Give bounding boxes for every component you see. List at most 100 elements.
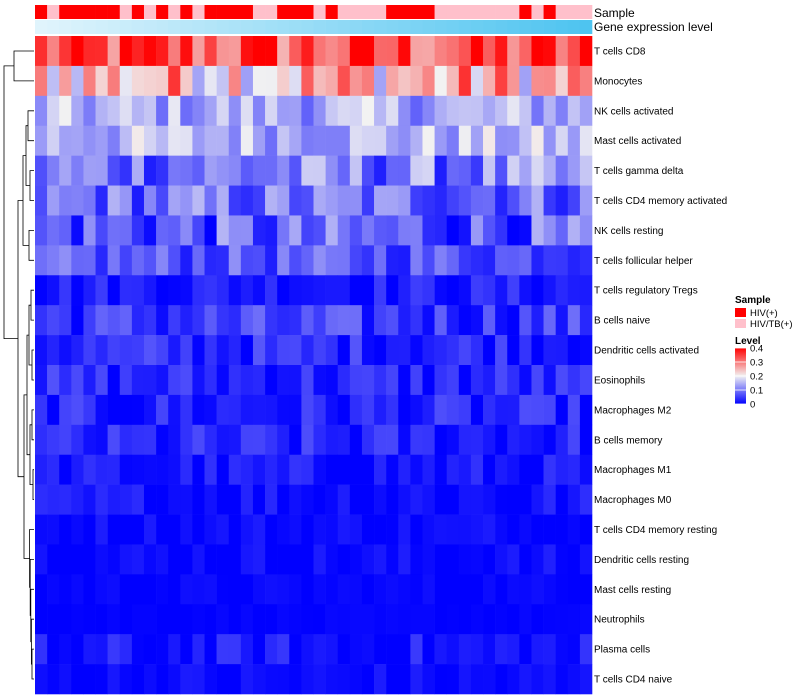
heatmap-cell	[361, 544, 375, 575]
heatmap-cell	[386, 155, 399, 186]
sample-track-cell	[143, 5, 157, 19]
heatmap-cell	[59, 275, 72, 306]
heatmap-cell	[325, 155, 339, 186]
heatmap-cell	[386, 65, 399, 97]
heatmap-cell	[156, 95, 169, 127]
heatmap-cell	[180, 215, 193, 246]
heatmap-cell	[289, 454, 302, 485]
heatmap-cell	[204, 664, 217, 695]
sample-track-cell	[228, 5, 242, 19]
heatmap-cell	[470, 185, 484, 216]
dendrogram-branch	[28, 304, 32, 366]
heatmap-cell	[119, 185, 133, 216]
heatmap-cell	[361, 95, 375, 127]
heatmap-cell	[131, 335, 145, 366]
level-legend: Level 0.4 0.3 0.2 0.1 0	[735, 336, 763, 411]
heatmap-cell	[519, 155, 532, 186]
heatmap-cell	[252, 454, 266, 485]
heatmap-cell	[143, 604, 157, 635]
heatmap-cell	[168, 125, 181, 156]
heatmap-cell	[434, 664, 447, 695]
heatmap-cell	[119, 664, 133, 695]
heatmap-cell	[216, 245, 230, 276]
heatmap-cell	[555, 664, 569, 695]
heatmap-cell	[374, 394, 387, 426]
heatmap-cell	[228, 36, 242, 67]
heatmap-cell	[337, 365, 351, 396]
expression-track-cell	[59, 20, 72, 34]
heatmap-cell	[470, 155, 484, 186]
heatmap-cell	[446, 245, 460, 276]
heatmap-cell	[398, 394, 411, 426]
heatmap-cell	[192, 365, 205, 396]
heatmap-cell	[156, 305, 169, 336]
heatmap-cell	[47, 125, 60, 156]
dendrogram-branch	[28, 230, 34, 261]
heatmap-cell	[289, 36, 302, 67]
heatmap-cell	[567, 275, 581, 306]
heatmap-cell	[71, 185, 84, 216]
heatmap-cell	[180, 95, 193, 127]
heatmap-cell	[156, 484, 169, 515]
heatmap-cell	[180, 664, 193, 695]
heatmap-cell	[131, 664, 145, 695]
heatmap-cell	[349, 95, 363, 127]
heatmap-cell	[143, 185, 157, 216]
expression-track-cell	[83, 20, 96, 34]
heatmap-cell	[204, 155, 217, 186]
heatmap-cell	[277, 215, 290, 246]
heatmap-cell	[337, 484, 351, 515]
heatmap-cell	[265, 394, 278, 426]
heatmap-cell	[555, 215, 569, 246]
heatmap-cell	[47, 394, 60, 426]
heatmap-cell	[131, 155, 145, 186]
heatmap-cell	[313, 514, 326, 545]
heatmap-cell	[349, 125, 363, 156]
heatmap-cell	[543, 424, 556, 456]
heatmap-cell	[313, 394, 326, 426]
heatmap-cell	[507, 65, 520, 97]
heatmap-cell	[252, 185, 266, 216]
heatmap-cell	[519, 544, 532, 575]
heatmap-cell	[410, 245, 423, 276]
heatmap-cell	[495, 544, 508, 575]
dendrogram-branch	[32, 469, 34, 500]
heatmap-cell	[325, 664, 339, 695]
heatmap-cell	[470, 454, 484, 485]
heatmap-cell	[95, 95, 108, 127]
heatmap-cell	[180, 36, 193, 67]
heatmap-cell	[567, 185, 581, 216]
heatmap-cell	[35, 424, 48, 456]
heatmap-cell	[313, 634, 326, 665]
heatmap-cell	[143, 215, 157, 246]
heatmap-cell	[483, 125, 496, 156]
heatmap-cell	[277, 245, 290, 276]
heatmap-cell	[204, 484, 217, 515]
sample-legend-swatch-hiv	[735, 308, 746, 317]
heatmap-cell	[470, 125, 484, 156]
heatmap-cell	[361, 574, 375, 605]
heatmap-cell	[83, 125, 96, 156]
heatmap-cell	[410, 185, 423, 216]
heatmap-cell	[361, 394, 375, 426]
sample-track-cell	[119, 5, 133, 19]
heatmap-cell	[483, 95, 496, 127]
heatmap-cell	[252, 335, 266, 366]
heatmap-cell	[289, 335, 302, 366]
heatmap-cell	[543, 275, 556, 306]
heatmap-cell	[325, 95, 339, 127]
heatmap-cell	[386, 454, 399, 485]
heatmap-cell	[567, 634, 581, 665]
heatmap-cell	[289, 95, 302, 127]
heatmap-cell	[555, 634, 569, 665]
heatmap-cell	[35, 185, 48, 216]
heatmap-cell	[313, 484, 326, 515]
heatmap-cell	[143, 574, 157, 605]
heatmap-cell	[434, 394, 447, 426]
sample-track-cell	[543, 5, 556, 19]
sample-legend: Sample HIV(+) HIV/TB(+)	[735, 295, 793, 330]
heatmap-cell	[228, 245, 242, 276]
heatmap-cell	[458, 424, 472, 456]
heatmap-cell	[192, 664, 205, 695]
heatmap-cell	[374, 604, 387, 635]
